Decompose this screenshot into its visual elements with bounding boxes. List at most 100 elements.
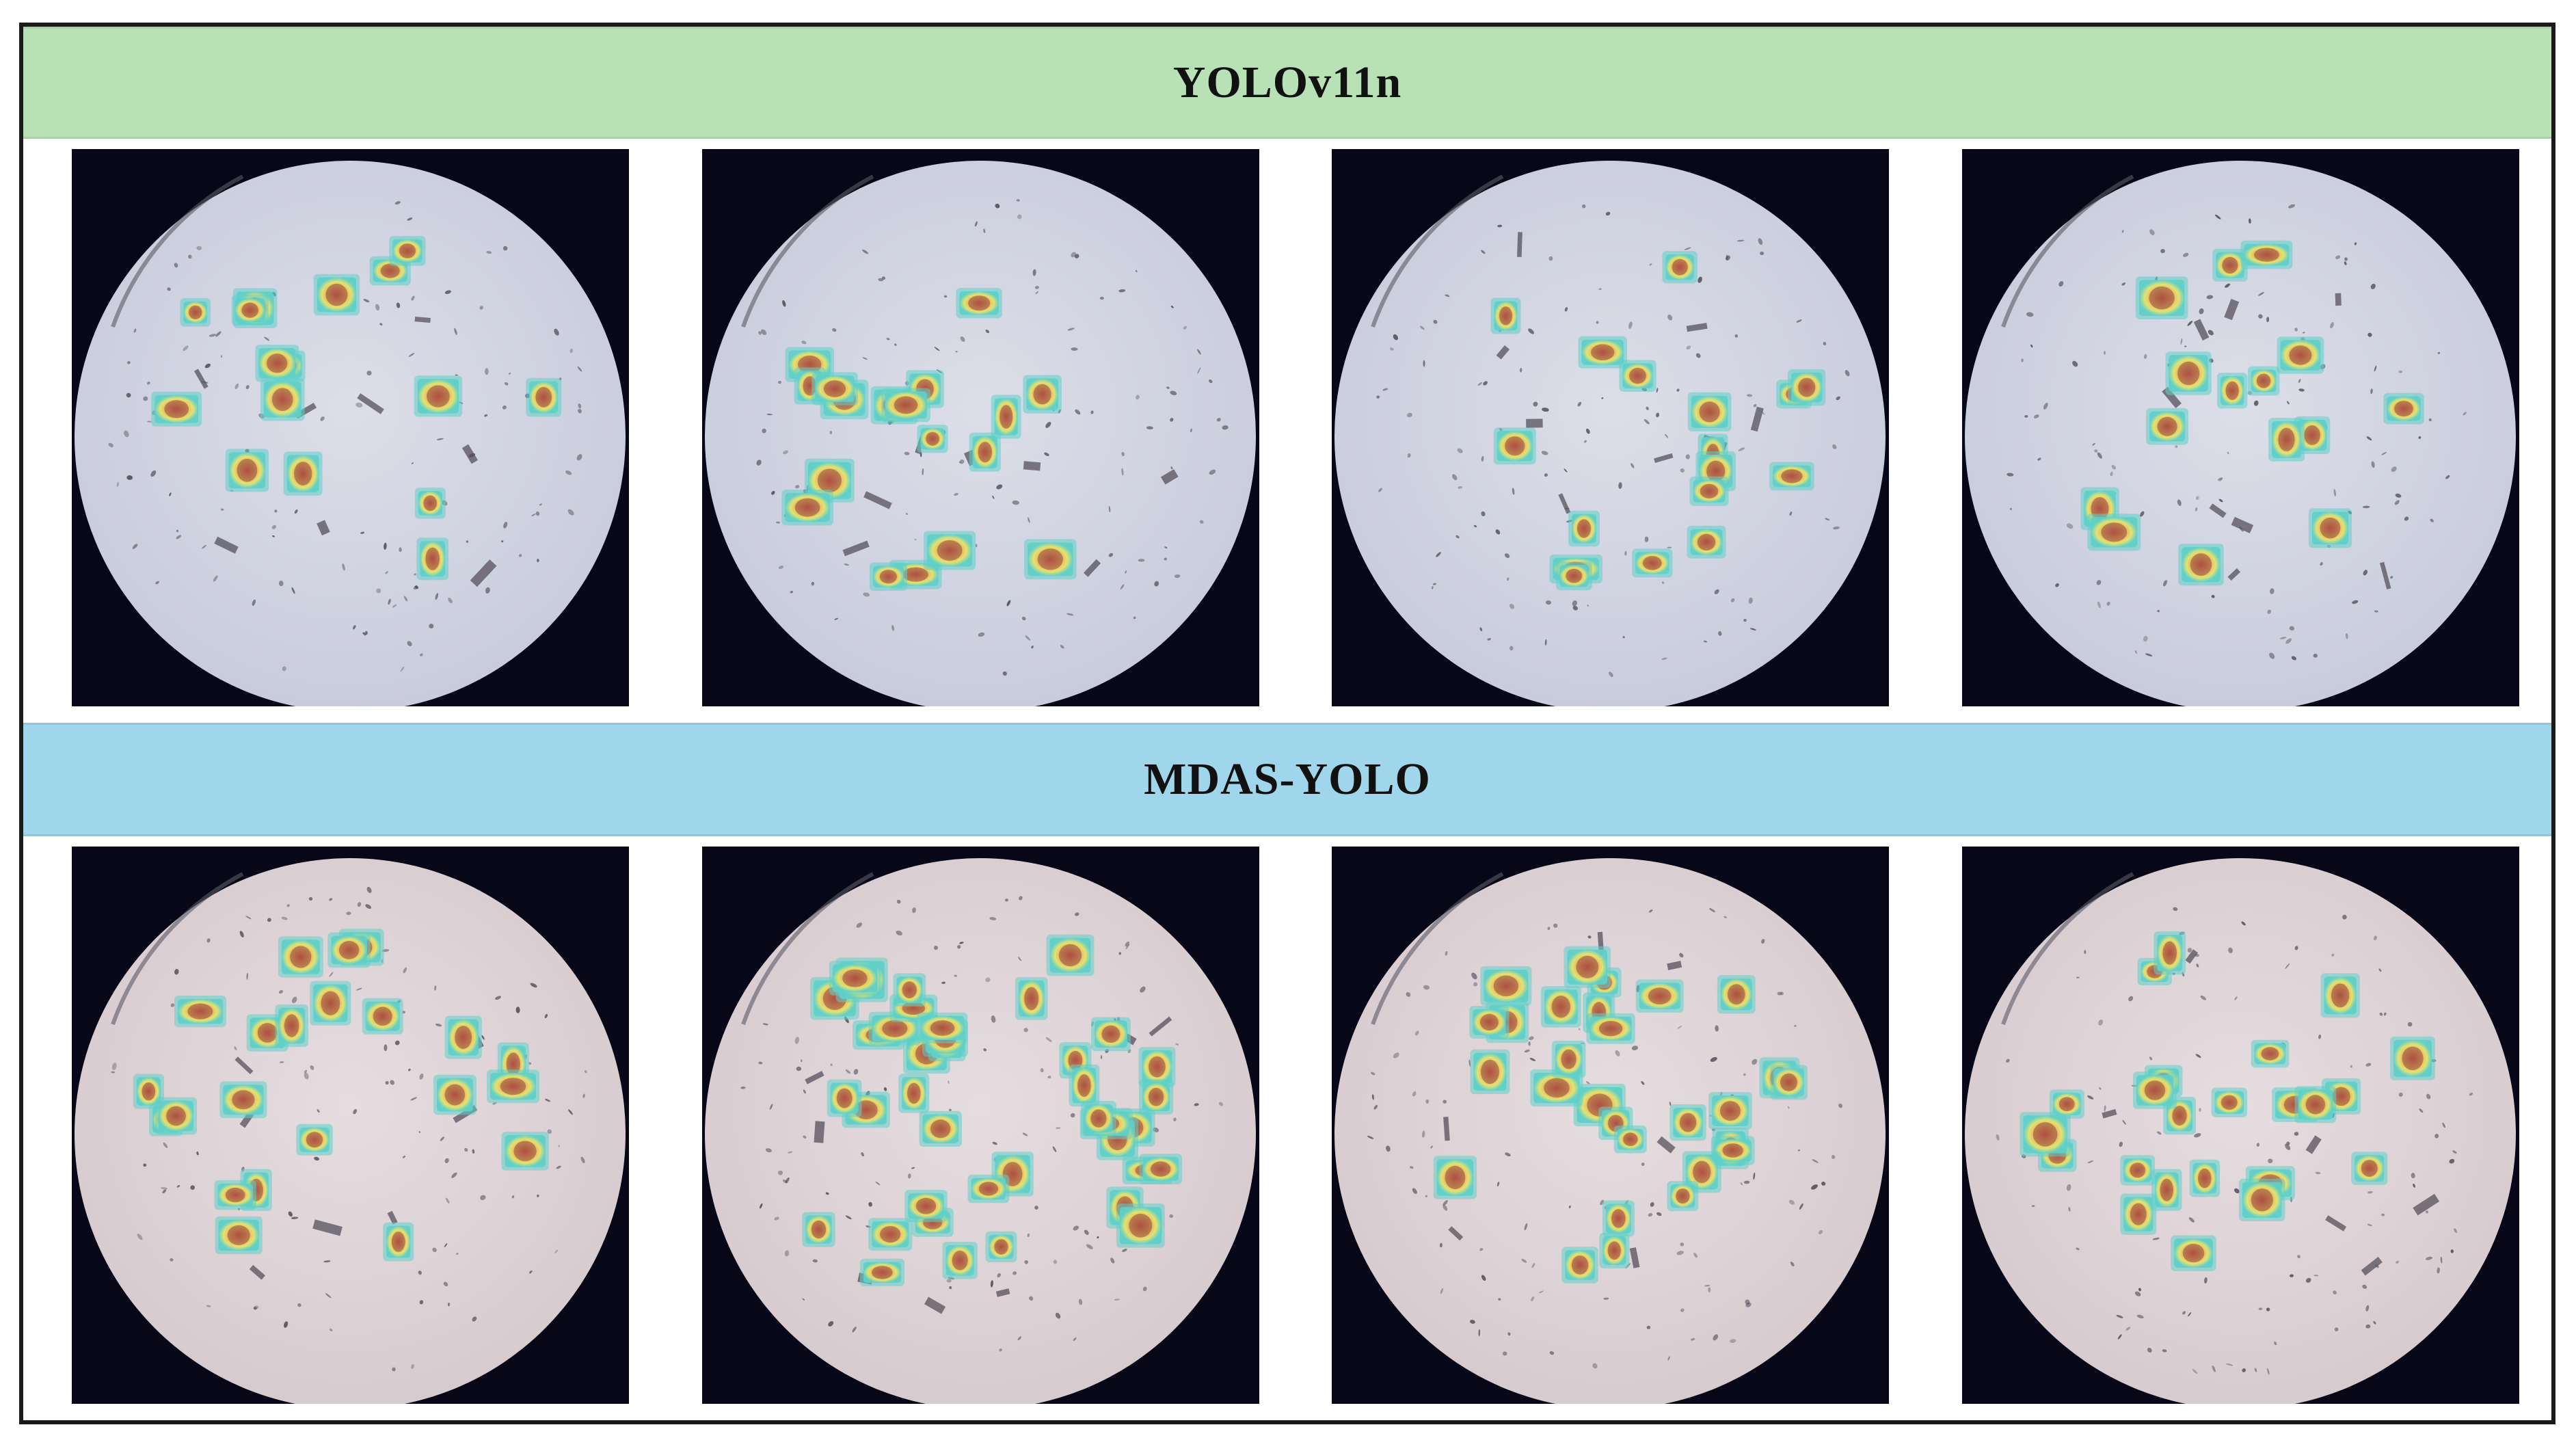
debris-particle	[825, 1192, 829, 1195]
detection-heat-box	[2308, 508, 2352, 548]
debris-fragment	[1083, 559, 1101, 577]
debris-particle	[163, 1142, 168, 1148]
debris-particle	[1432, 583, 1437, 585]
debris-particle	[234, 383, 239, 390]
debris-particle	[1209, 379, 1213, 384]
debris-particle	[376, 588, 381, 594]
debris-particle	[1708, 1287, 1711, 1293]
debris-particle	[355, 402, 363, 408]
debris-particle	[2333, 489, 2336, 496]
debris-fragment	[2305, 1135, 2322, 1154]
debris-particle	[188, 254, 192, 259]
debris-particle	[537, 1194, 539, 1197]
debris-particle	[1006, 600, 1011, 607]
debris-particle	[1420, 325, 1425, 330]
debris-particle	[1135, 269, 1138, 273]
debris-particle	[111, 1071, 116, 1074]
debris-particle	[170, 1258, 174, 1262]
detection-heat-box	[133, 1074, 164, 1109]
debris-particle	[278, 581, 284, 587]
debris-particle	[1505, 1152, 1511, 1157]
debris-particle	[1497, 224, 1503, 228]
heatmap-image	[702, 847, 1259, 1404]
debris-particle	[464, 1147, 468, 1152]
detection-heat-box	[1717, 975, 1756, 1014]
detection-heat-box	[362, 998, 403, 1035]
debris-particle	[2211, 594, 2215, 598]
detection-heat-box	[2251, 1039, 2290, 1068]
debris-particle	[788, 1151, 793, 1154]
debris-particle	[1601, 397, 1604, 399]
debris-particle	[907, 1173, 911, 1179]
debris-fragment	[2209, 503, 2227, 518]
debris-particle	[2294, 946, 2298, 950]
detection-heat-box	[1669, 1104, 1706, 1141]
debris-particle	[291, 996, 297, 1004]
debris-particle	[418, 1270, 422, 1275]
debris-particle	[1100, 1054, 1103, 1059]
debris-particle	[1471, 972, 1477, 980]
debris-particle	[2297, 1255, 2300, 1259]
debris-particle	[2285, 1143, 2291, 1150]
debris-particle	[472, 1316, 477, 1322]
debris-particle	[297, 1303, 301, 1307]
debris-particle	[419, 1073, 424, 1080]
debris-particle	[2187, 948, 2192, 953]
debris-particle	[1075, 409, 1081, 415]
debris-particle	[2206, 295, 2214, 299]
debris-fragment	[2361, 1256, 2383, 1276]
heatmap-image	[1332, 847, 1889, 1404]
debris-particle	[366, 887, 372, 893]
debris-particle	[2266, 317, 2270, 323]
debris-particle	[1760, 251, 1765, 256]
debris-particle	[282, 666, 286, 671]
debris-fragment	[234, 1056, 254, 1075]
debris-particle	[1542, 408, 1549, 412]
debris-particle	[1412, 1091, 1417, 1097]
debris-particle	[402, 1156, 406, 1158]
debris-particle	[2066, 523, 2074, 529]
debris-particle	[1183, 325, 1187, 330]
debris-particle	[845, 1069, 851, 1074]
debris-particle	[1430, 1145, 1433, 1149]
debris-particle	[1615, 1050, 1620, 1056]
debris-particle	[1479, 1248, 1484, 1251]
debris-particle	[1686, 345, 1691, 350]
debris-particle	[2177, 499, 2182, 506]
debris-particle	[883, 1087, 887, 1091]
detection-heat-box	[444, 1015, 482, 1059]
debris-particle	[934, 347, 940, 351]
detection-heat-box	[868, 1218, 913, 1251]
debris-particle	[906, 513, 908, 515]
debris-particle	[1495, 529, 1501, 535]
debris-fragment	[1750, 406, 1764, 432]
debris-particle	[1075, 912, 1079, 916]
debris-particle	[2313, 653, 2318, 658]
detection-heat-box	[811, 372, 858, 405]
debris-particle	[2442, 1122, 2445, 1128]
detection-heat-box	[2211, 1087, 2248, 1117]
debris-particle	[782, 299, 786, 307]
debris-fragment	[1629, 1247, 1640, 1268]
debris-particle	[1734, 334, 1739, 338]
detection-heat-box	[2120, 1193, 2157, 1235]
debris-particle	[1170, 466, 1173, 470]
debris-particle	[365, 904, 372, 909]
debris-particle	[912, 907, 916, 914]
debris-particle	[803, 1135, 807, 1139]
debris-fragment	[214, 536, 239, 554]
debris-particle	[1425, 1195, 1428, 1197]
detection-heat-box	[1015, 976, 1048, 1020]
debris-particle	[1040, 1068, 1044, 1073]
debris-particle	[1498, 1298, 1501, 1301]
debris-particle	[1709, 908, 1715, 913]
debris-particle	[2196, 496, 2199, 500]
debris-particle	[385, 1081, 389, 1085]
debris-particle	[2097, 601, 2101, 609]
detection-heat-box	[231, 295, 269, 325]
detection-heat-box	[904, 1190, 948, 1223]
debris-particle	[1524, 1049, 1530, 1053]
debris-particle	[1479, 627, 1483, 632]
debris-particle	[1641, 1162, 1645, 1167]
debris-particle	[2140, 511, 2145, 517]
